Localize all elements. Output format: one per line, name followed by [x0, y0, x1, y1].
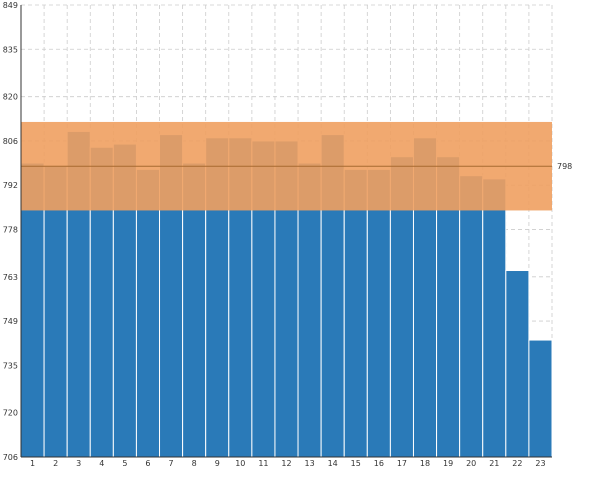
x-tick-label: 11: [258, 459, 268, 468]
x-tick-label: 4: [99, 459, 104, 468]
x-tick-label: 10: [235, 459, 245, 468]
x-tick-label: 3: [76, 459, 81, 468]
y-tick-label: 849: [3, 1, 18, 10]
y-tick-label: 763: [3, 273, 18, 282]
x-tick-label: 6: [145, 459, 150, 468]
x-tick-label: 2: [53, 459, 58, 468]
x-tick-label: 19: [443, 459, 453, 468]
bar: [366, 168, 391, 458]
bars-layer: [20, 130, 553, 458]
bar: [528, 339, 553, 458]
x-tick-label: 17: [397, 459, 407, 468]
x-tick-label: 13: [304, 459, 314, 468]
bar: [343, 168, 368, 458]
x-tick-label: 8: [192, 459, 197, 468]
bar: [459, 175, 484, 458]
x-tick-label: 12: [281, 459, 291, 468]
x-tick-label: 5: [122, 459, 127, 468]
axis-layer: [20, 5, 552, 458]
bar: [505, 270, 530, 458]
y-tick-label: 706: [3, 453, 18, 462]
y-tick-label: 806: [3, 137, 18, 146]
y-tick-label: 835: [3, 45, 18, 54]
x-tick-label: 22: [512, 459, 522, 468]
x-tick-label: 9: [215, 459, 220, 468]
x-tick-label: 18: [420, 459, 430, 468]
x-tick-label: 16: [374, 459, 384, 468]
x-tick-label: 21: [489, 459, 499, 468]
y-tick-label: 720: [3, 409, 18, 418]
bar: [482, 178, 507, 458]
y-tick-label: 820: [3, 93, 18, 102]
x-tick-label: 14: [328, 459, 338, 468]
y-tick-label: 735: [3, 361, 18, 370]
y-tick-label: 778: [3, 225, 18, 234]
y-tick-label: 792: [3, 181, 18, 190]
x-tick-label: 7: [169, 459, 174, 468]
x-tick-label: 15: [351, 459, 361, 468]
reference-line-label: 798: [557, 162, 572, 171]
bar: [135, 168, 161, 458]
x-tick-label: 20: [466, 459, 476, 468]
x-tick-label: 1: [30, 459, 35, 468]
y-tick-label: 749: [3, 317, 18, 326]
x-tick-label: 23: [535, 459, 545, 468]
